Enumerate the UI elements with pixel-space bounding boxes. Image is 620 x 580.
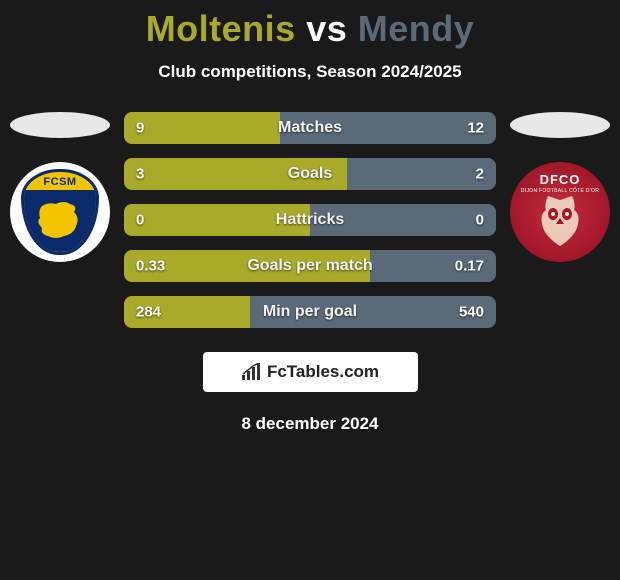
- dfco-subtext: DIJON FOOTBALL CÔTE D'OR: [510, 188, 610, 194]
- stat-label: Matches: [278, 119, 342, 137]
- date-label: 8 december 2024: [0, 414, 620, 434]
- main-row: FCSM Matches 9 12 Goals 3 2 Hattricks 0 0 Goals p…: [0, 112, 620, 328]
- stat-label: Hattricks: [276, 211, 344, 229]
- fcsm-badge-outer: FCSM: [10, 162, 110, 262]
- left-club-badge: FCSM: [10, 162, 110, 262]
- stat-bar-right-fill: [347, 158, 496, 190]
- title-player-left: Moltenis: [146, 8, 296, 49]
- stat-value-right: 12: [467, 120, 484, 137]
- stat-bar: Hattricks 0 0: [124, 204, 496, 236]
- stat-value-left: 284: [136, 304, 161, 321]
- comparison-card: Moltenis vs Mendy Club competitions, Sea…: [0, 0, 620, 434]
- stat-value-left: 0: [136, 212, 144, 229]
- stat-value-left: 3: [136, 166, 144, 183]
- owl-icon: [534, 196, 586, 248]
- right-shadow: [510, 112, 610, 138]
- stat-bar-left-fill: [124, 112, 280, 144]
- page-title: Moltenis vs Mendy: [0, 8, 620, 50]
- right-club-column: DFCO DIJON FOOTBALL CÔTE D'OR: [506, 112, 614, 262]
- stat-bar: Goals 3 2: [124, 158, 496, 190]
- stat-value-right: 2: [476, 166, 484, 183]
- stat-label: Goals per match: [247, 257, 372, 275]
- left-shadow: [10, 112, 110, 138]
- dfco-acronym: DFCO: [510, 172, 610, 187]
- brand-text: FcTables.com: [267, 362, 379, 382]
- fcsm-acronym: FCSM: [24, 176, 96, 188]
- stat-value-right: 0: [476, 212, 484, 229]
- branding-box: FcTables.com: [203, 352, 418, 392]
- stat-value-left: 0.33: [136, 258, 165, 275]
- stat-bar: Min per goal 284 540: [124, 296, 496, 328]
- stat-label: Goals: [288, 165, 332, 183]
- title-player-right: Mendy: [358, 8, 475, 49]
- right-club-badge: DFCO DIJON FOOTBALL CÔTE D'OR: [510, 162, 610, 262]
- stat-bar: Matches 9 12: [124, 112, 496, 144]
- stats-column: Matches 9 12 Goals 3 2 Hattricks 0 0 Goals per ma…: [114, 112, 506, 328]
- lion-icon: [34, 198, 84, 240]
- stat-value-right: 540: [459, 304, 484, 321]
- left-club-column: FCSM: [6, 112, 114, 262]
- stat-value-left: 9: [136, 120, 144, 137]
- bar-chart-icon: [241, 363, 263, 381]
- stat-value-right: 0.17: [455, 258, 484, 275]
- subtitle: Club competitions, Season 2024/2025: [0, 62, 620, 82]
- dfco-badge-outer: DFCO DIJON FOOTBALL CÔTE D'OR: [510, 162, 610, 262]
- stat-label: Min per goal: [263, 303, 357, 321]
- stat-bar: Goals per match 0.33 0.17: [124, 250, 496, 282]
- title-vs: vs: [306, 8, 347, 49]
- fcsm-shield: FCSM: [21, 169, 99, 255]
